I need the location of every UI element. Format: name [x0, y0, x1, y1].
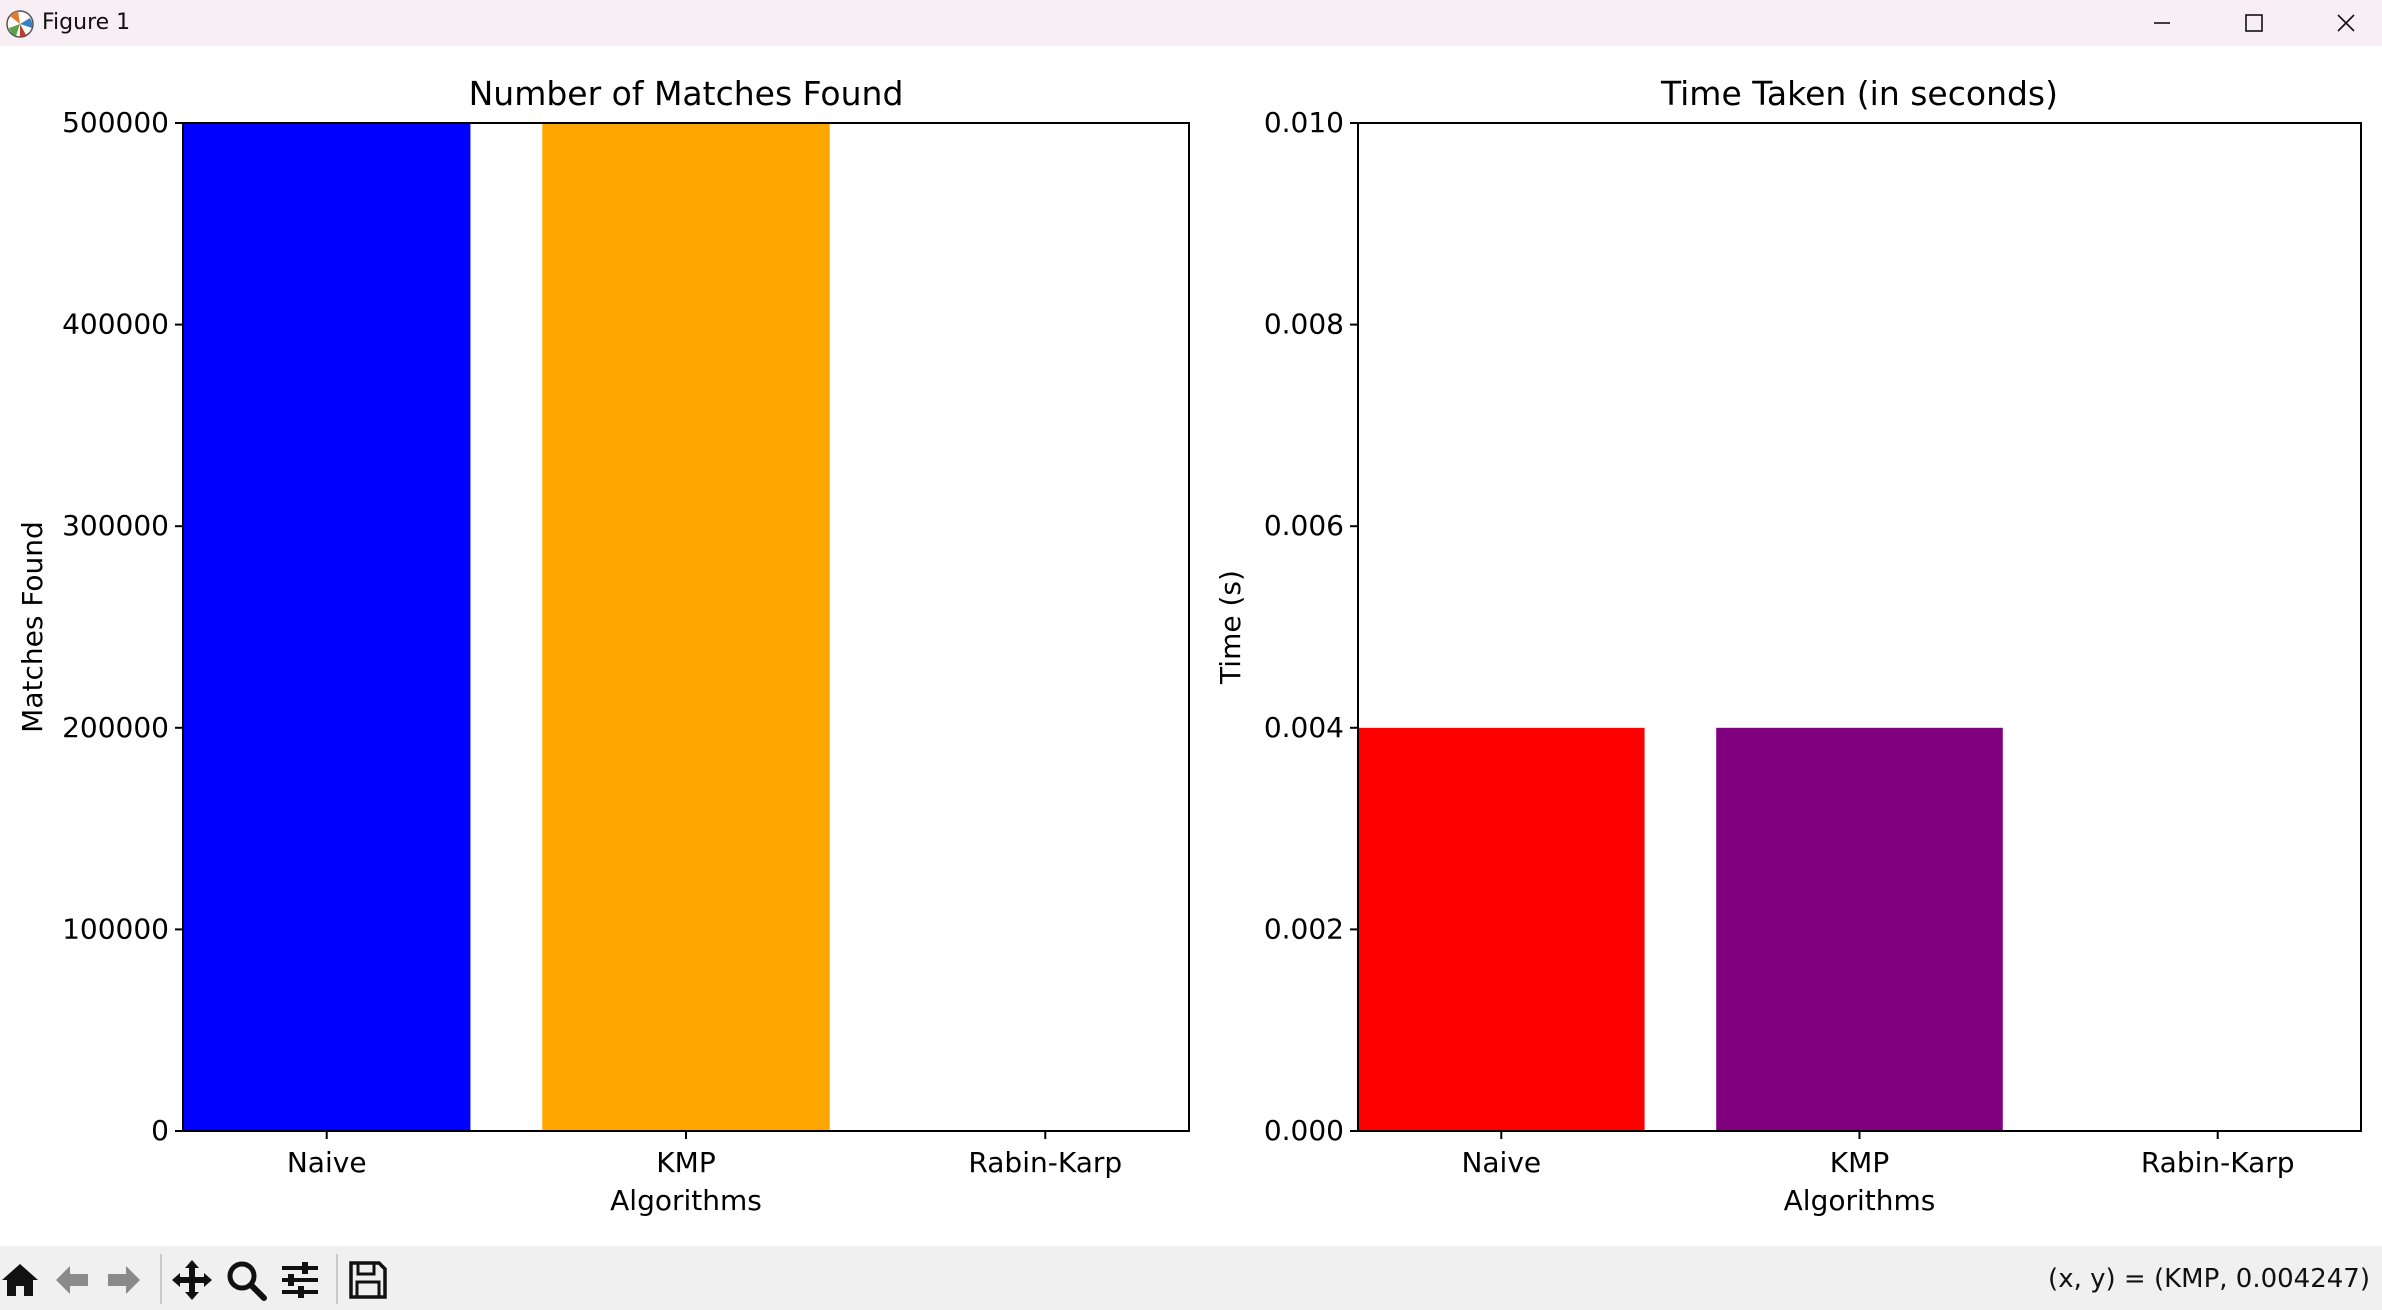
bar-naive [183, 123, 471, 1131]
y-tick-label: 0.008 [1264, 308, 1344, 341]
coordinate-readout: (x, y) = (KMP, 0.004247) [2048, 1264, 2370, 1294]
home-button[interactable] [0, 1256, 44, 1304]
maximize-icon [2245, 14, 2263, 32]
y-tick-label: 0 [151, 1114, 169, 1147]
zoom-button[interactable] [222, 1256, 270, 1304]
back-icon [56, 1266, 88, 1294]
y-tick-label: 0.006 [1264, 509, 1344, 542]
navigation-toolbar: (x, y) = (KMP, 0.004247) [0, 1246, 2382, 1310]
configure-subplots-icon [282, 1262, 318, 1298]
close-button[interactable] [2300, 0, 2382, 46]
x-tick-label: Naive [287, 1146, 367, 1179]
forward-icon [108, 1266, 140, 1294]
x-axis-label: Algorithms [610, 1184, 762, 1217]
back-button[interactable] [48, 1256, 96, 1304]
y-tick-label: 300000 [62, 509, 169, 542]
window-titlebar: Figure 1 [0, 0, 2382, 46]
x-tick-label: Rabin-Karp [968, 1146, 1122, 1179]
pan-icon [172, 1260, 212, 1300]
minimize-icon [2154, 22, 2170, 24]
configure-subplots-button[interactable] [276, 1256, 324, 1304]
close-icon [2337, 14, 2355, 32]
toolbar-separator [336, 1254, 338, 1304]
forward-button[interactable] [100, 1256, 148, 1304]
y-tick-label: 500000 [62, 106, 169, 139]
y-tick-label: 0.002 [1264, 912, 1344, 945]
y-tick-label: 200000 [62, 711, 169, 744]
bar-naive [1358, 727, 1645, 1131]
minimize-button[interactable] [2116, 0, 2208, 46]
window-title: Figure 1 [42, 10, 131, 35]
x-tick-label: KMP [1830, 1146, 1889, 1179]
x-tick-label: Rabin-Karp [2141, 1146, 2295, 1179]
bar-kmp [1716, 727, 2003, 1131]
toolbar-separator [160, 1254, 162, 1304]
x-tick-label: Naive [1461, 1146, 1541, 1179]
x-axis-label: Algorithms [1784, 1184, 1936, 1217]
y-tick-label: 0.010 [1264, 106, 1344, 139]
figure-canvas[interactable]: 0 100000 200000 300000 400000 500000 Naive KMP R… [0, 46, 2382, 1246]
y-axis-label: Matches Found [16, 521, 49, 733]
chart-title: Time Taken (in seconds) [1660, 74, 2058, 113]
x-tick-label: KMP [656, 1146, 715, 1179]
y-tick-label: 100000 [62, 912, 169, 945]
y-axis-label: Time (s) [1214, 570, 1247, 685]
bar-kmp [542, 123, 830, 1131]
zoom-icon [227, 1261, 267, 1301]
chart-title: Number of Matches Found [469, 74, 904, 113]
save-icon [349, 1261, 387, 1299]
y-tick-label: 0.004 [1264, 711, 1344, 744]
y-tick-label: 0.000 [1264, 1114, 1344, 1147]
pan-button[interactable] [168, 1256, 216, 1304]
maximize-button[interactable] [2208, 0, 2300, 46]
y-tick-label: 400000 [62, 308, 169, 341]
save-button[interactable] [344, 1256, 392, 1304]
figure-svg: 0 100000 200000 300000 400000 500000 Naive KMP R… [16, 74, 2362, 1217]
matplotlib-logo-icon [6, 10, 34, 38]
home-icon [2, 1264, 38, 1296]
